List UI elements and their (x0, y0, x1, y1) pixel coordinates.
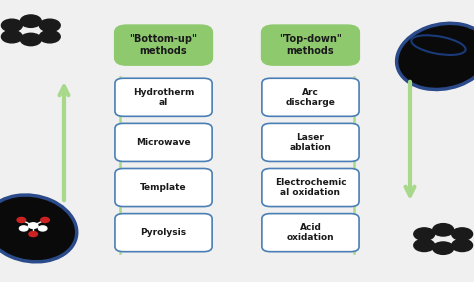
FancyBboxPatch shape (115, 124, 212, 161)
Text: Electrochemic
al oxidation: Electrochemic al oxidation (274, 178, 346, 197)
Text: Pyrolysis: Pyrolysis (140, 228, 187, 237)
Circle shape (452, 239, 473, 252)
FancyBboxPatch shape (115, 78, 212, 116)
Circle shape (1, 30, 22, 43)
Circle shape (39, 30, 60, 43)
FancyBboxPatch shape (262, 124, 359, 161)
Circle shape (452, 228, 473, 240)
Ellipse shape (397, 23, 474, 89)
FancyBboxPatch shape (262, 25, 359, 65)
FancyBboxPatch shape (262, 78, 359, 116)
Circle shape (39, 19, 60, 32)
FancyBboxPatch shape (262, 214, 359, 252)
FancyBboxPatch shape (262, 168, 359, 206)
FancyBboxPatch shape (115, 168, 212, 206)
Text: "Bottom-up"
methods: "Bottom-up" methods (129, 34, 198, 56)
FancyBboxPatch shape (115, 214, 212, 252)
Circle shape (1, 19, 22, 32)
Circle shape (433, 224, 454, 236)
Text: Acid
oxidation: Acid oxidation (287, 223, 334, 242)
Text: Hydrotherm
al: Hydrotherm al (133, 88, 194, 107)
Text: Microwave: Microwave (136, 138, 191, 147)
Text: Arc
discharge: Arc discharge (285, 88, 336, 107)
Circle shape (38, 226, 47, 231)
Circle shape (414, 239, 435, 252)
FancyBboxPatch shape (115, 25, 212, 65)
Circle shape (20, 33, 41, 46)
Circle shape (20, 15, 41, 27)
Circle shape (19, 226, 28, 231)
Circle shape (433, 242, 454, 254)
Circle shape (17, 217, 26, 222)
Text: Template: Template (140, 183, 187, 192)
Circle shape (28, 223, 38, 228)
Text: Laser
ablation: Laser ablation (290, 133, 331, 152)
Circle shape (414, 228, 435, 240)
Circle shape (41, 217, 49, 222)
Ellipse shape (0, 195, 77, 262)
Circle shape (29, 232, 37, 237)
Text: "Top-down"
methods: "Top-down" methods (279, 34, 342, 56)
